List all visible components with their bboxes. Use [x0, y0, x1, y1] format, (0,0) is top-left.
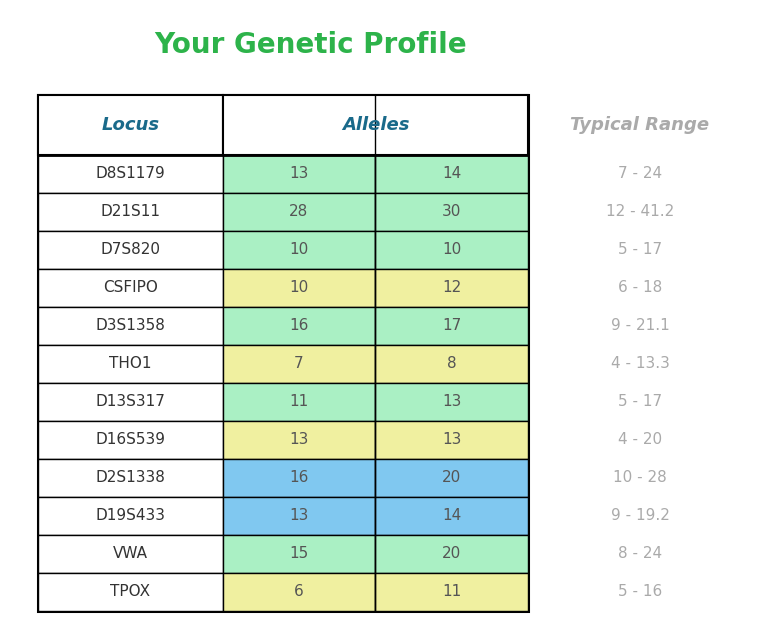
Text: Alleles: Alleles	[342, 116, 409, 134]
Bar	[375, 459, 528, 497]
Text: 8 - 24: 8 - 24	[618, 546, 662, 561]
Bar	[223, 95, 528, 155]
Bar	[223, 269, 375, 307]
Bar	[375, 193, 528, 231]
Text: D7S820: D7S820	[100, 242, 161, 258]
Text: 13: 13	[289, 432, 308, 447]
Bar	[38, 383, 223, 421]
Text: 9 - 19.2: 9 - 19.2	[611, 509, 670, 524]
Text: D19S433: D19S433	[96, 509, 166, 524]
Text: 28: 28	[289, 204, 308, 219]
Text: 20: 20	[442, 546, 461, 561]
Bar	[38, 459, 223, 497]
Text: 4 - 13.3: 4 - 13.3	[611, 356, 670, 371]
Text: 7 - 24: 7 - 24	[618, 166, 662, 181]
Bar	[38, 231, 223, 269]
Text: Your Genetic Profile: Your Genetic Profile	[155, 31, 467, 59]
Bar	[38, 573, 223, 611]
Text: D2S1338: D2S1338	[96, 471, 166, 486]
Bar	[375, 497, 528, 535]
Text: D13S317: D13S317	[96, 394, 166, 409]
Text: 10 - 28: 10 - 28	[613, 471, 667, 486]
Text: 13: 13	[442, 394, 462, 409]
Bar	[38, 269, 223, 307]
Text: D21S11: D21S11	[100, 204, 161, 219]
Bar	[223, 459, 375, 497]
Text: 17: 17	[442, 319, 461, 334]
Bar	[375, 535, 528, 573]
Text: 14: 14	[442, 509, 461, 524]
Bar	[223, 307, 375, 345]
Bar	[375, 269, 528, 307]
Bar	[223, 497, 375, 535]
Bar	[38, 535, 223, 573]
Text: TPOX: TPOX	[110, 584, 151, 599]
Text: 6: 6	[294, 584, 304, 599]
Text: 20: 20	[442, 471, 461, 486]
Bar	[375, 155, 528, 193]
Bar	[38, 421, 223, 459]
Text: VWA: VWA	[113, 546, 148, 561]
Bar	[375, 231, 528, 269]
Text: 7: 7	[294, 356, 304, 371]
Bar	[375, 345, 528, 383]
Text: CSFIPO: CSFIPO	[103, 281, 158, 296]
Text: 11: 11	[289, 394, 308, 409]
Bar	[223, 383, 375, 421]
Bar	[375, 307, 528, 345]
Text: Locus: Locus	[102, 116, 159, 134]
Bar	[38, 155, 223, 193]
Text: D3S1358: D3S1358	[96, 319, 166, 334]
Bar	[375, 383, 528, 421]
Bar	[223, 155, 375, 193]
Text: 13: 13	[442, 432, 462, 447]
Text: Typical Range: Typical Range	[570, 116, 709, 134]
Text: 9 - 21.1: 9 - 21.1	[611, 319, 669, 334]
Text: 12 - 41.2: 12 - 41.2	[606, 204, 674, 219]
Bar	[38, 497, 223, 535]
Bar	[223, 573, 375, 611]
Bar	[38, 345, 223, 383]
Text: 16: 16	[289, 319, 308, 334]
Text: D8S1179: D8S1179	[96, 166, 166, 181]
Text: 13: 13	[289, 509, 308, 524]
Text: 10: 10	[442, 242, 461, 258]
Text: 8: 8	[447, 356, 456, 371]
Bar	[223, 193, 375, 231]
Bar	[375, 421, 528, 459]
Bar	[38, 95, 528, 611]
Text: 14: 14	[442, 166, 461, 181]
Bar	[223, 535, 375, 573]
Text: 5 - 17: 5 - 17	[618, 394, 662, 409]
Bar	[38, 307, 223, 345]
Bar	[375, 573, 528, 611]
Text: 12: 12	[442, 281, 461, 296]
Text: 6 - 18: 6 - 18	[618, 281, 662, 296]
Text: D16S539: D16S539	[96, 432, 166, 447]
Text: 4 - 20: 4 - 20	[618, 432, 662, 447]
Text: THO1: THO1	[110, 356, 152, 371]
Bar	[223, 421, 375, 459]
Bar	[38, 95, 223, 155]
Text: 30: 30	[442, 204, 462, 219]
Text: 10: 10	[289, 242, 308, 258]
Text: 13: 13	[289, 166, 308, 181]
Text: 5 - 16: 5 - 16	[618, 584, 662, 599]
Bar	[223, 231, 375, 269]
Bar	[38, 193, 223, 231]
Text: 5 - 17: 5 - 17	[618, 242, 662, 258]
Text: 10: 10	[289, 281, 308, 296]
Text: 15: 15	[289, 546, 308, 561]
Bar	[223, 345, 375, 383]
Text: 11: 11	[442, 584, 461, 599]
Text: 16: 16	[289, 471, 308, 486]
